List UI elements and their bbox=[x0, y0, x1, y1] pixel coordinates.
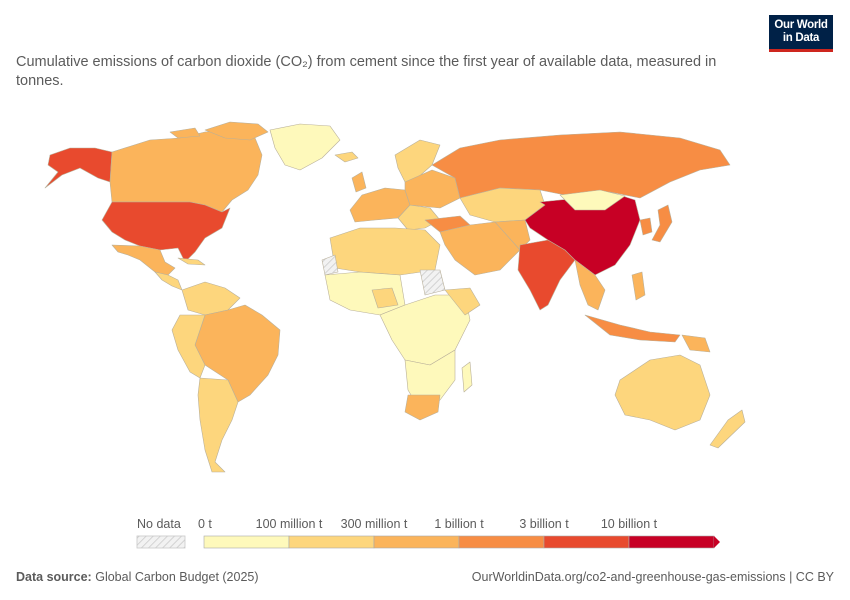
region-ethiopia[interactable] bbox=[444, 287, 481, 316]
region-canada-islands[interactable] bbox=[169, 121, 269, 141]
legend-no-data-label: No data bbox=[137, 517, 181, 531]
legend-swatch-2[interactable] bbox=[373, 535, 460, 549]
legend-label-2: 300 million t bbox=[341, 517, 408, 531]
legend-label-1: 100 million t bbox=[256, 517, 323, 531]
region-philippines[interactable] bbox=[631, 271, 646, 301]
legend-swatch-3[interactable] bbox=[458, 535, 545, 549]
region-central-africa[interactable] bbox=[379, 294, 471, 366]
region-eastern-europe[interactable] bbox=[404, 169, 461, 209]
logo-line1: Our World bbox=[774, 19, 828, 31]
region-scandinavia[interactable] bbox=[394, 139, 441, 183]
legend-label-3: 1 billion t bbox=[434, 517, 484, 531]
legend-swatch-4[interactable] bbox=[543, 535, 630, 549]
region-sudan-nodata bbox=[419, 269, 446, 296]
region-iran-afghanistan[interactable] bbox=[494, 219, 531, 251]
region-canada[interactable] bbox=[109, 129, 263, 213]
region-southeast-asia[interactable] bbox=[574, 259, 606, 311]
region-south-africa[interactable] bbox=[404, 394, 441, 421]
region-caribbean[interactable] bbox=[177, 257, 206, 266]
region-western-sahara bbox=[321, 254, 339, 276]
chart-subtitle: Cumulative emissions of carbon dioxide (… bbox=[16, 54, 717, 89]
legend-swatch-0[interactable] bbox=[203, 535, 290, 549]
region-korea[interactable] bbox=[639, 217, 653, 236]
region-australia[interactable] bbox=[614, 354, 711, 431]
region-madagascar[interactable] bbox=[461, 361, 473, 393]
data-source-value[interactable]: Global Carbon Budget (2025) bbox=[95, 570, 259, 584]
region-alaska[interactable] bbox=[44, 147, 113, 189]
region-united-states[interactable] bbox=[101, 201, 231, 263]
legend-label-5: 10 billion t bbox=[601, 517, 658, 531]
world-map bbox=[44, 121, 746, 473]
region-colombia-venezuela[interactable] bbox=[181, 281, 241, 316]
region-greenland[interactable] bbox=[269, 123, 341, 171]
legend-arrow bbox=[714, 536, 720, 548]
region-papua[interactable] bbox=[681, 334, 711, 353]
legend-label-0: 0 t bbox=[198, 517, 212, 531]
footer-url[interactable]: OurWorldinData.org/co2-and-greenhouse-ga… bbox=[471, 570, 834, 584]
region-north-africa[interactable] bbox=[329, 227, 441, 276]
legend-swatch-1[interactable] bbox=[288, 535, 375, 549]
region-mongolia[interactable] bbox=[559, 189, 626, 211]
region-argentina-chile[interactable] bbox=[197, 377, 239, 473]
region-indonesia[interactable] bbox=[584, 314, 681, 343]
legend-label-4: 3 billion t bbox=[519, 517, 569, 531]
legend-swatch-5[interactable] bbox=[628, 535, 715, 549]
region-iceland[interactable] bbox=[334, 151, 359, 163]
region-russia[interactable] bbox=[431, 131, 731, 199]
legend: No data 0 t 100 million t 300 million t 1 b… bbox=[136, 517, 720, 549]
data-source-label: Data source: bbox=[16, 570, 92, 584]
region-middle-east[interactable] bbox=[439, 221, 521, 276]
region-japan[interactable] bbox=[651, 204, 673, 243]
data-source: Data source: Global Carbon Budget (2025) bbox=[16, 570, 259, 584]
region-uk[interactable] bbox=[351, 171, 367, 193]
region-nigeria[interactable] bbox=[371, 287, 399, 309]
legend-no-data-swatch bbox=[136, 535, 186, 549]
logo-line2: in Data bbox=[782, 32, 820, 44]
owid-logo[interactable]: Our World in Data bbox=[769, 15, 833, 52]
region-new-zealand[interactable] bbox=[709, 409, 746, 449]
